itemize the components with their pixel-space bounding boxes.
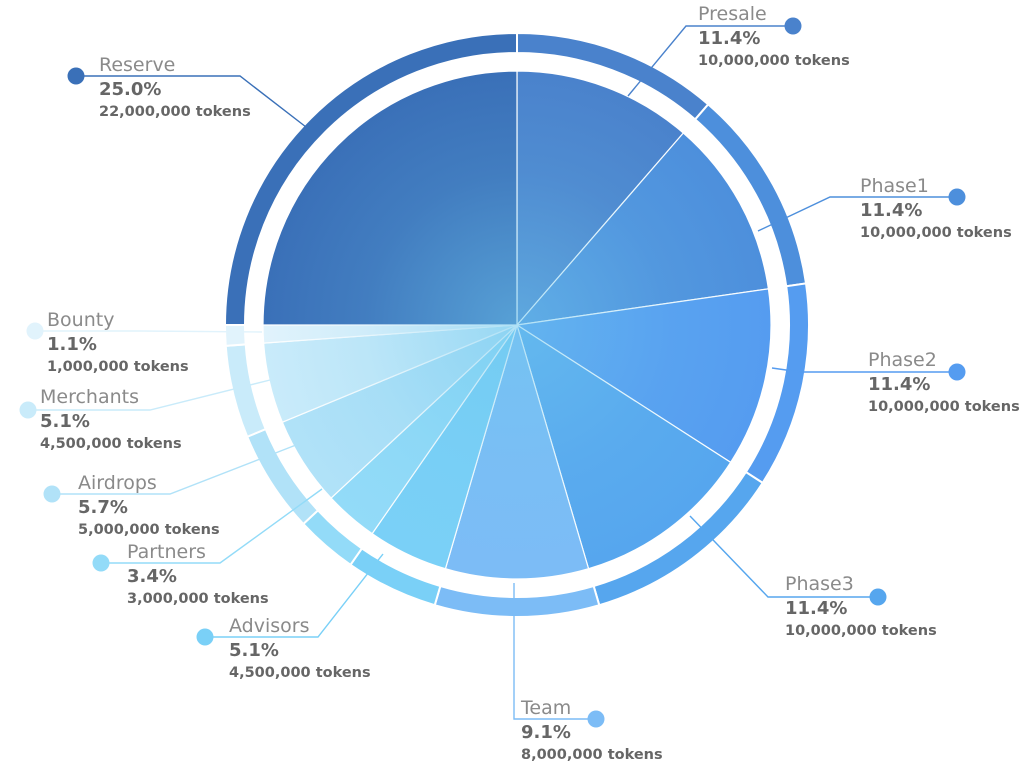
slice-tokens-merchants: 4,500,000 tokens <box>40 436 182 452</box>
slice-percent-presale: 11.4% <box>698 28 760 49</box>
slice-label-presale: Presale <box>698 3 767 25</box>
legend-dot-team <box>587 710 605 728</box>
slice-tokens-presale: 10,000,000 tokens <box>698 53 850 69</box>
leader-line-presale <box>627 25 793 97</box>
slice-tokens-phase2: 10,000,000 tokens <box>868 399 1020 415</box>
legend-dot-phase3 <box>869 588 887 606</box>
slice-percent-merchants: 5.1% <box>40 411 90 432</box>
slice-tokens-advisors: 4,500,000 tokens <box>229 665 371 681</box>
leader-line-phase3 <box>689 515 878 598</box>
ring-segment-bounty <box>223 324 247 347</box>
leader-lines <box>19 17 966 728</box>
slice-label-reserve: Reserve <box>99 54 175 76</box>
slice-label-phase2: Phase2 <box>868 349 937 371</box>
leader-line-merchants <box>28 379 271 411</box>
slice-percent-phase3: 11.4% <box>785 598 847 619</box>
slice-percent-phase1: 11.4% <box>860 200 922 221</box>
slice-label-phase3: Phase3 <box>785 573 854 595</box>
slice-tokens-team: 8,000,000 tokens <box>521 747 663 763</box>
slice-percent-bounty: 1.1% <box>47 334 97 355</box>
leader-line-reserve <box>76 75 307 128</box>
slice-labels: Presale 11.4% 10,000,000 tokens Phase1 11.4%… <box>40 3 1020 763</box>
leader-line-team <box>513 583 596 720</box>
slice-percent-partners: 3.4% <box>127 566 177 587</box>
slice-tokens-airdrops: 5,000,000 tokens <box>78 522 220 538</box>
slice-label-advisors: Advisors <box>229 615 309 637</box>
leader-line-partners <box>101 488 323 564</box>
slice-percent-reserve: 25.0% <box>99 79 161 100</box>
slice-tokens-reserve: 22,000,000 tokens <box>99 104 251 120</box>
legend-dot-phase1 <box>948 188 966 206</box>
slice-label-team: Team <box>520 697 571 719</box>
slice-percent-advisors: 5.1% <box>229 640 279 661</box>
legend-dot-merchants <box>19 401 37 419</box>
legend-dot-bounty <box>26 322 44 340</box>
slice-tokens-partners: 3,000,000 tokens <box>127 591 269 607</box>
center-glow <box>263 71 771 579</box>
legend-dot-reserve <box>67 67 85 85</box>
slice-tokens-phase1: 10,000,000 tokens <box>860 225 1012 241</box>
legend-dot-presale <box>784 17 802 35</box>
legend-dot-advisors <box>196 628 214 646</box>
slice-label-merchants: Merchants <box>40 386 139 408</box>
leader-line-airdrops <box>52 444 297 495</box>
ring-segment-merchants <box>224 343 268 439</box>
legend-dot-airdrops <box>43 485 61 503</box>
slice-tokens-bounty: 1,000,000 tokens <box>47 359 189 375</box>
legend-dot-partners <box>92 554 110 572</box>
slice-label-partners: Partners <box>127 541 206 563</box>
leader-line-bounty <box>35 330 263 333</box>
ring-segment-reserve <box>223 31 518 326</box>
leader-line-phase1 <box>757 196 957 232</box>
slice-percent-team: 9.1% <box>521 722 571 743</box>
slice-tokens-phase3: 10,000,000 tokens <box>785 623 937 639</box>
ring-segment-team <box>433 584 601 618</box>
leader-line-advisors <box>205 553 384 638</box>
slice-label-airdrops: Airdrops <box>78 472 157 494</box>
leader-line-phase2 <box>771 367 957 373</box>
slice-percent-phase2: 11.4% <box>868 374 930 395</box>
slice-label-phase1: Phase1 <box>860 175 929 197</box>
outer-ring <box>223 31 810 618</box>
slice-label-bounty: Bounty <box>47 309 114 331</box>
slice-percent-airdrops: 5.7% <box>78 497 128 518</box>
legend-dot-phase2 <box>948 363 966 381</box>
